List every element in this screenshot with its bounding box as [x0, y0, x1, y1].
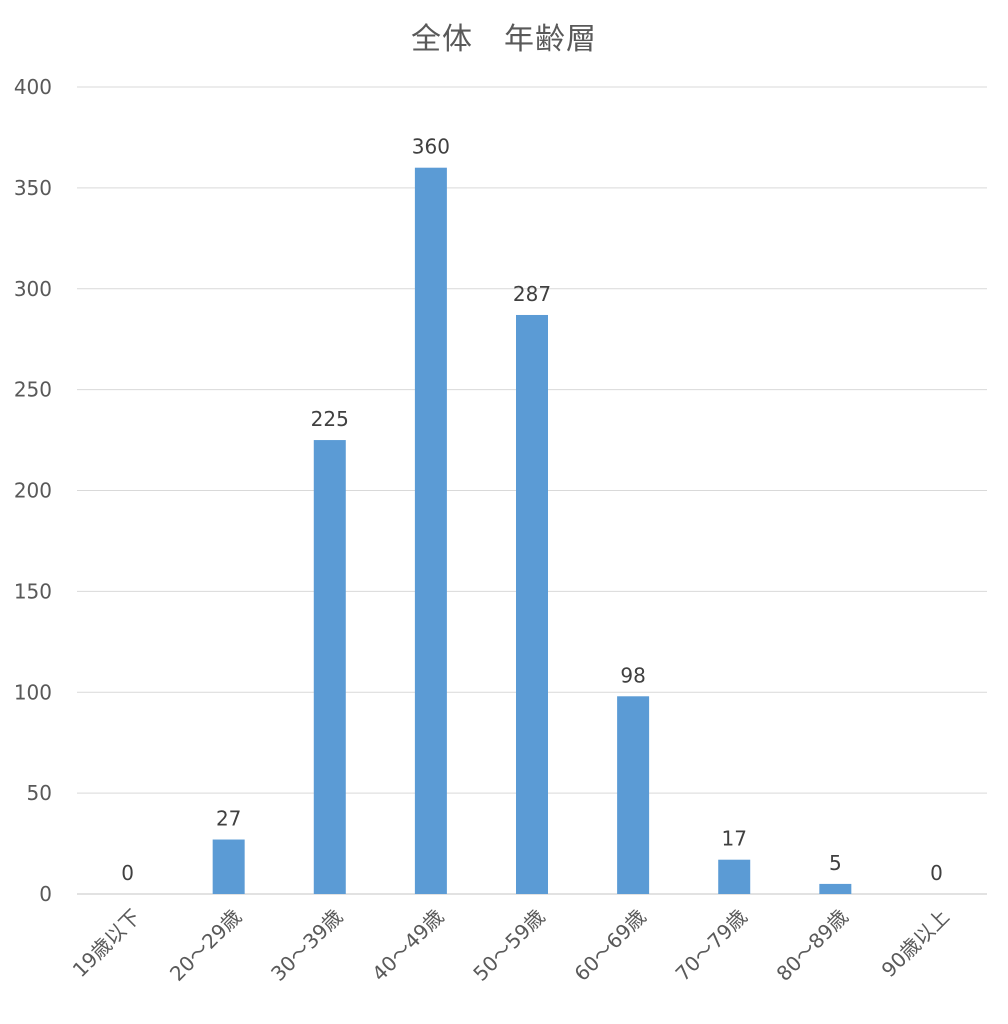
chart-title: 全体 年齢層	[411, 22, 597, 57]
data-label: 27	[216, 807, 241, 831]
data-label: 360	[412, 135, 450, 159]
y-tick-label: 250	[14, 378, 52, 402]
y-tick-label: 200	[14, 479, 52, 503]
x-tick-label: 90歳以上	[877, 905, 954, 982]
data-label: 0	[930, 861, 943, 885]
x-tick-label: 70～79歳	[671, 905, 752, 986]
data-label: 17	[721, 827, 746, 851]
bar	[313, 440, 346, 894]
bars	[212, 167, 852, 894]
data-labels: 0 27 225 360 287 98 17 5 0	[121, 135, 943, 885]
x-tick-label: 60～69歳	[569, 905, 650, 986]
y-tick-label: 300	[14, 277, 52, 301]
y-tick-label: 0	[39, 882, 52, 906]
y-tick-label: 100	[14, 680, 52, 704]
y-axis-ticks: 0 50 100 150 200 250 300 350 400	[14, 75, 52, 906]
data-label: 5	[829, 851, 842, 875]
data-label: 0	[121, 861, 134, 885]
bar	[718, 859, 751, 894]
y-tick-label: 150	[14, 579, 52, 603]
x-axis-labels: 19歳以下 20～29歳 30～39歳 40～49歳 50～59歳 60～69歳 70～79…	[68, 905, 954, 986]
bar	[212, 839, 245, 894]
y-tick-label: 400	[14, 75, 52, 99]
bar	[414, 167, 447, 894]
bar	[617, 696, 650, 894]
x-tick-label: 80～89歳	[772, 905, 853, 986]
x-tick-label: 19歳以下	[68, 905, 145, 982]
x-tick-label: 20～29歳	[165, 905, 246, 986]
y-tick-label: 350	[14, 176, 52, 200]
data-label: 98	[620, 663, 645, 687]
bar	[819, 883, 852, 894]
data-label: 225	[311, 407, 349, 431]
bar	[516, 314, 548, 894]
x-tick-label: 50～59歳	[468, 905, 549, 986]
x-tick-label: 30～39歳	[266, 905, 347, 986]
data-label: 287	[513, 282, 551, 306]
x-tick-label: 40～49歳	[367, 905, 448, 986]
y-tick-label: 50	[27, 781, 52, 805]
